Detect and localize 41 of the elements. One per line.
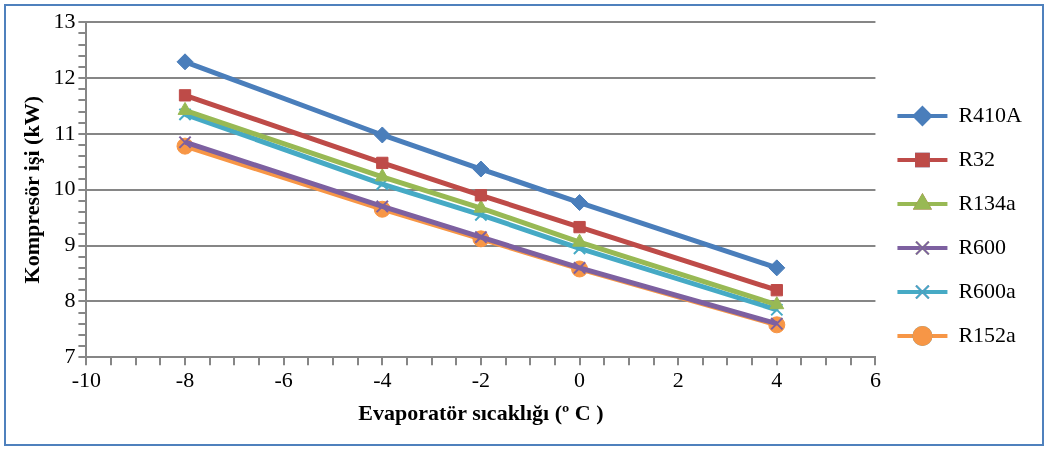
y-tick-label: 12 [53, 63, 76, 89]
x-tick-label: -4 [373, 367, 392, 393]
legend-label: R152a [958, 321, 1017, 347]
x-tick-label: -8 [175, 367, 195, 393]
y-axis-title: Kompresör işi (kW) [18, 95, 44, 284]
point [472, 160, 490, 178]
point [768, 259, 786, 277]
legend-label: R410A [958, 101, 1023, 127]
legend-label: R134a [958, 189, 1017, 215]
point [375, 199, 389, 214]
point [176, 53, 194, 71]
y-tick-label: 11 [54, 119, 76, 145]
point [474, 230, 488, 244]
point [769, 296, 785, 310]
x-tick-label: -6 [274, 367, 293, 393]
point [571, 194, 589, 212]
point [373, 126, 391, 144]
point [376, 156, 389, 170]
point [178, 107, 192, 121]
x-tick-label: -10 [71, 367, 102, 393]
point [178, 135, 192, 149]
point [474, 189, 488, 202]
x-tick-label: 4 [771, 367, 783, 393]
y-tick-label: 8 [64, 287, 76, 313]
y-tick-label: 13 [53, 7, 76, 33]
legend-label: R600a [958, 277, 1017, 303]
y-tick-label: 7 [64, 342, 76, 368]
x-tick-label: 0 [574, 367, 586, 393]
point [178, 89, 192, 102]
x-axis-title: Evaporatör sıcaklığı (º C ) [358, 400, 604, 426]
x-tick-label: 2 [672, 367, 684, 393]
point [770, 303, 784, 317]
point [573, 220, 586, 234]
legend-label: R32 [958, 145, 996, 171]
point [374, 168, 390, 182]
point [770, 284, 783, 297]
y-tick-label: 10 [53, 175, 76, 201]
legend-label: R600 [958, 233, 1007, 259]
y-tick-label: 9 [64, 231, 76, 257]
x-tick-label: 6 [869, 367, 881, 393]
x-tick-label: -2 [471, 367, 491, 393]
